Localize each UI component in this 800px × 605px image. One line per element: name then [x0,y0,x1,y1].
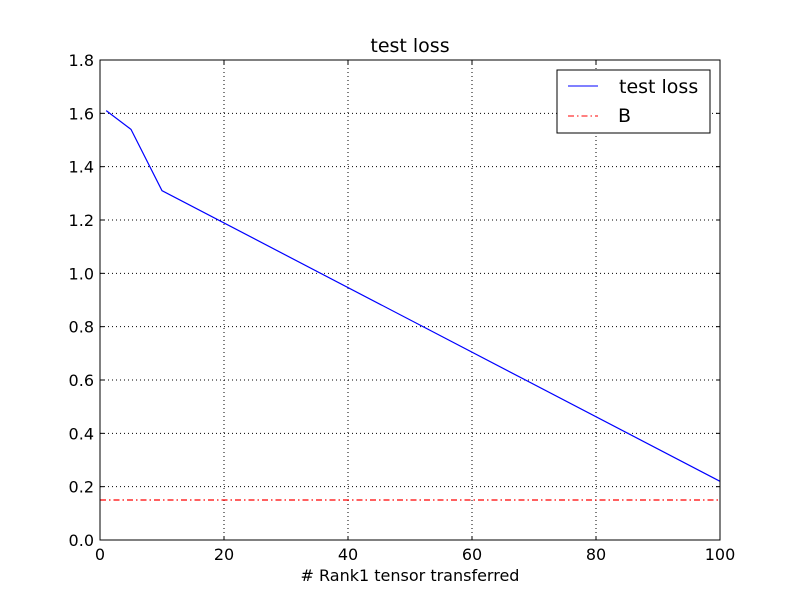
x-axis-label: # Rank1 tensor transferred [301,566,520,585]
y-tick-label: 0.0 [69,531,94,550]
x-tick-label: 80 [586,545,606,564]
y-tick-label: 1.4 [69,158,94,177]
x-tick-label: 20 [214,545,234,564]
legend-label-b: B [618,105,631,127]
x-tick-label: 100 [705,545,736,564]
y-tick-label: 0.2 [69,478,94,497]
y-tick-label: 0.8 [69,318,94,337]
y-tick-label: 0.4 [69,424,94,443]
x-tick-label: 0 [95,545,105,564]
x-tick-label: 60 [462,545,482,564]
y-tick-label: 1.0 [69,264,94,283]
legend-label-test-loss: test loss [619,76,698,98]
y-tick-label: 1.6 [69,104,94,123]
y-tick-label: 0.6 [69,371,94,390]
plot-area [100,60,720,540]
plot-frame [99,59,721,541]
series-lines [100,110,721,501]
legend: test loss B [556,69,711,134]
chart-title: test loss [370,35,449,57]
y-tick-label: 1.8 [69,51,94,70]
y-tick-label: 1.2 [69,211,94,230]
x-tick-label: 40 [338,545,358,564]
series-line-test-loss [105,110,721,482]
axis-ticks: 0 20 40 60 80 100 0.0 0.2 0.4 0.6 0.8 1.0 1.2 1.4 1.6 1… [69,51,736,564]
legend-box [556,69,711,134]
